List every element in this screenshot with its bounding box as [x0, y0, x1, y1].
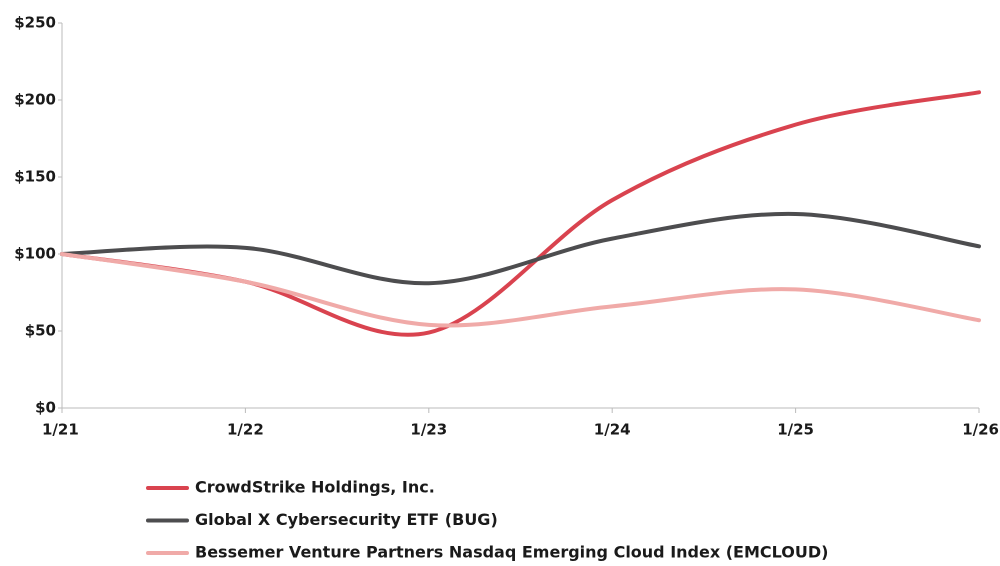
x-tick-label: 1/21: [42, 421, 79, 439]
x-tick-label: 1/26: [962, 421, 999, 439]
line: [60, 90, 981, 337]
y-tick-label: $200: [14, 91, 56, 109]
y-tick-label: $0: [35, 399, 56, 417]
y-tick-label: $50: [25, 322, 56, 340]
x-tick-label: 1/25: [777, 421, 814, 439]
x-tick-label: 1/24: [594, 421, 631, 439]
legend-label: CrowdStrike Holdings, Inc.: [195, 478, 435, 497]
line: [60, 252, 981, 328]
line: [60, 211, 981, 286]
x-tick-label: 1/22: [227, 421, 264, 439]
y-tick-label: $250: [14, 14, 56, 32]
y-tick-label: $100: [14, 245, 56, 263]
legend-label: Global X Cybersecurity ETF (BUG): [195, 510, 498, 529]
y-tick-label: $150: [14, 168, 56, 186]
x-tick-label: 1/23: [410, 421, 447, 439]
legend-label: Bessemer Venture Partners Nasdaq Emergin…: [195, 543, 828, 562]
